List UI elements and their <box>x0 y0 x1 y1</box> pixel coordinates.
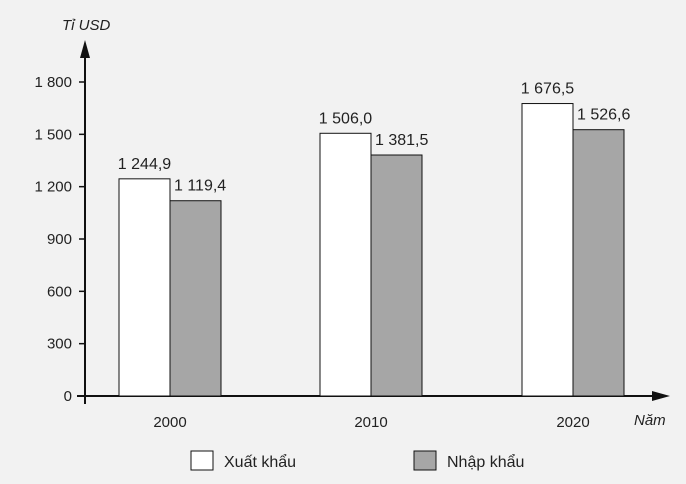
x-tick-label: 2010 <box>354 414 387 431</box>
data-label: 1 381,5 <box>375 132 428 149</box>
y-tick-label: 1 800 <box>34 74 72 91</box>
y-tick-label: 1 200 <box>34 179 72 196</box>
x-axis-arrow <box>652 391 670 401</box>
data-label: 1 506,0 <box>319 110 372 127</box>
legend-swatch-xuat-khau <box>190 450 214 471</box>
y-axis-arrow <box>80 40 90 58</box>
y-axis-title: Tỉ USD <box>62 17 111 34</box>
x-tick-label: 2020 <box>556 414 589 431</box>
y-tick-label: 900 <box>47 231 72 248</box>
y-tick-label: 0 <box>64 388 72 405</box>
data-label: 1 119,4 <box>174 178 226 195</box>
data-label: 1 244,9 <box>118 156 171 173</box>
y-tick-label: 600 <box>47 283 72 300</box>
bar-nhap-khau <box>370 154 423 397</box>
y-tick-label: 1 500 <box>34 126 72 143</box>
bar-nhap-khau <box>572 129 625 397</box>
bar-xuat-khau <box>319 132 372 397</box>
legend: Xuất khẩu Nhập khẩu <box>190 450 524 471</box>
y-tick-label: 300 <box>47 336 72 353</box>
data-label: 1 526,6 <box>577 107 630 124</box>
x-axis-title: Năm <box>634 412 666 429</box>
bar-xuat-khau <box>521 103 574 397</box>
x-tick-label: 2000 <box>153 414 186 431</box>
data-label: 1 676,5 <box>521 81 574 98</box>
legend-swatch-nhap-khau <box>413 450 437 471</box>
legend-label-xuat-khau: Xuất khẩu <box>224 453 296 471</box>
bar-nhap-khau <box>169 200 222 397</box>
legend-label-nhap-khau: Nhập khẩu <box>447 453 524 471</box>
bar-xuat-khau <box>118 178 171 397</box>
